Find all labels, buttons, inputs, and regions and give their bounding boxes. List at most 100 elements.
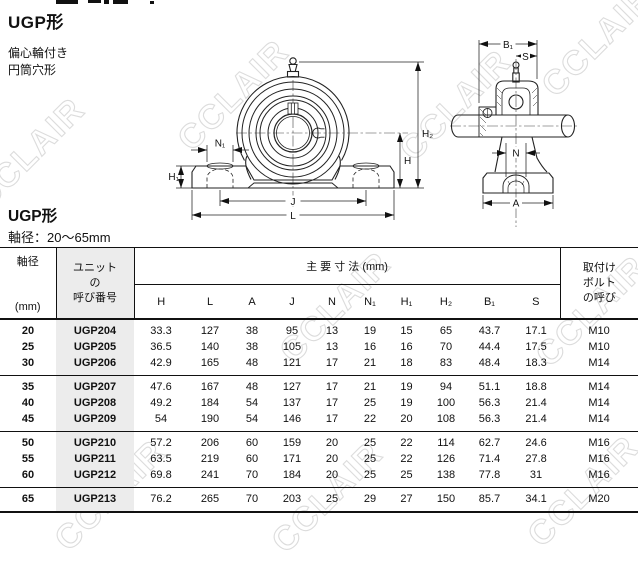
- dim-value-cell: 19: [363, 325, 377, 337]
- shaft-diameter-cell: 45: [21, 413, 35, 425]
- bolt-size-cell: M16: [560, 431, 638, 452]
- shaft-diameter-cell: 30: [21, 357, 35, 369]
- dim-value-cell: 17: [325, 397, 339, 409]
- table-row: 65 UGP213 76.2 265 70 203 25 29 27 150 85.7 34.1 M20: [0, 487, 638, 513]
- watermark-text: CCLAIR: [0, 90, 93, 217]
- dim-value-cell: 54: [245, 397, 259, 409]
- dim-label-a: A: [513, 199, 520, 210]
- dim-value-cell: 184: [282, 469, 302, 481]
- header-row-dim-letters: H L A J N N₁ H₁ H₂ B₁ S: [0, 284, 638, 321]
- header-label: 取付け: [582, 262, 616, 274]
- description-line-eccentric-collar: 偏心輪付き: [8, 46, 69, 60]
- dim-value-cell: 20: [325, 453, 339, 465]
- column-header-H2: H₂: [425, 284, 467, 321]
- dim-value-cell: 27.8: [525, 453, 547, 465]
- shaft-diameter-range: 軸径：20～65mm: [8, 230, 111, 245]
- column-header-H: H: [134, 284, 188, 321]
- front-dimension-lines: [176, 61, 424, 220]
- dimension-table: 軸径 (mm) ユニット の 呼び番号 主 要 寸 法 (mm) 取付け ボルト: [0, 246, 638, 513]
- column-header-A: A: [232, 284, 272, 321]
- dim-value-cell: 70: [232, 487, 272, 513]
- dim-value-cell: 126: [436, 453, 456, 465]
- shaft-diameter-cell: 50: [0, 431, 56, 452]
- shaft-diameter-cell: 65: [0, 487, 56, 513]
- table-row: 25 UGP205 36.5 140 38 105 13 16 16 70 44.4 17.5 M10: [0, 339, 638, 356]
- dim-value-cell: 17: [325, 413, 339, 425]
- dim-value-cell: 15: [400, 325, 413, 337]
- shaft-diameter-cell: 55: [21, 453, 35, 465]
- dim-value-cell: 16: [400, 341, 413, 353]
- bolt-size-cell: M14: [588, 397, 610, 409]
- dim-value-cell: 51.1: [467, 375, 512, 396]
- dim-value-cell: 127: [272, 375, 312, 396]
- dim-value-cell: 20: [325, 469, 339, 481]
- header-label: の: [89, 277, 101, 289]
- dim-value-cell: 25: [363, 469, 377, 481]
- dim-value-cell: 171: [282, 453, 302, 465]
- dim-value-cell: 13: [325, 341, 339, 353]
- shaft-diameter-cell: 25: [21, 341, 35, 353]
- bolt-size-cell: M14: [560, 375, 638, 396]
- dim-value-cell: 65: [439, 325, 453, 337]
- label-mask: [286, 209, 300, 221]
- dim-value-cell: 36.5: [150, 341, 172, 353]
- dim-value-cell: 38: [245, 325, 259, 337]
- table-row: 30 UGP206 42.9 165 48 121 17 21 18 83 48.4 18.3 M14: [0, 355, 638, 376]
- label-mask: [521, 50, 530, 62]
- dim-value-cell: 150: [425, 487, 467, 513]
- dim-label-b1: B₁: [503, 40, 514, 51]
- column-header-N1: N₁: [352, 284, 388, 321]
- dim-value-cell: 190: [200, 413, 220, 425]
- dim-value-cell: 24.6: [512, 431, 561, 452]
- dim-value-cell: 48: [232, 375, 272, 396]
- bolt-size-cell: M14: [588, 413, 610, 425]
- dim-value-cell: 25: [363, 397, 377, 409]
- dim-value-cell: 13: [325, 325, 339, 337]
- dim-value-cell: 16: [363, 341, 377, 353]
- column-header-main-dimensions: 主 要 寸 法 (mm): [134, 246, 561, 286]
- column-header-unit-number: ユニット の 呼び番号: [56, 247, 135, 320]
- dim-value-cell: 19: [400, 397, 413, 409]
- table-row: 45 UGP209 54 190 54 146 17 22 20 108 56.3 21.4 M14: [0, 411, 638, 432]
- dim-value-cell: 49.2: [150, 397, 172, 409]
- dim-value-cell: 17.5: [525, 341, 547, 353]
- dim-value-cell: 114: [425, 431, 467, 452]
- shaft-diameter-cell: 40: [21, 397, 35, 409]
- dim-value-cell: 94: [425, 375, 467, 396]
- header-label: の呼び: [582, 292, 616, 304]
- dim-value-cell: 137: [282, 397, 302, 409]
- dim-value-cell: 18.3: [525, 357, 547, 369]
- dim-value-cell: 44.4: [478, 341, 501, 353]
- dim-value-cell: 70: [439, 341, 453, 353]
- dim-value-cell: 60: [245, 453, 259, 465]
- dim-label-n: N: [512, 149, 519, 160]
- dim-value-cell: 48: [245, 357, 259, 369]
- description-line-cylindrical-bore: 円筒穴形: [8, 63, 57, 77]
- table-row: 50 UGP210 57.2 206 60 159 20 25 22 114 62.7 24.6 M16: [0, 431, 638, 452]
- section-hatching: [479, 87, 538, 186]
- dim-value-cell: 21.4: [525, 397, 547, 409]
- unit-number-cell: UGP205: [56, 339, 134, 356]
- bolt-size-cell: M14: [588, 357, 610, 369]
- pillow-block-side-outline: [450, 61, 576, 194]
- unit-number-cell: UGP210: [56, 431, 134, 452]
- dim-label-n1: N₁: [215, 139, 226, 150]
- dim-value-cell: 184: [200, 397, 220, 409]
- dim-value-cell: 95: [285, 325, 299, 337]
- header-label: ユニット: [73, 262, 117, 274]
- bolt-size-cell: M10: [588, 341, 610, 353]
- dim-value-cell: 265: [188, 487, 232, 513]
- dim-value-cell: 167: [188, 375, 232, 396]
- dim-value-cell: 34.1: [512, 487, 561, 513]
- page-title: UGP形: [8, 13, 64, 32]
- table-header: 軸径 (mm) ユニット の 呼び番号 主 要 寸 法 (mm) 取付け ボルト: [0, 246, 638, 321]
- dim-value-cell: 25: [312, 487, 352, 513]
- header-row-main: 軸径 (mm) ユニット の 呼び番号 主 要 寸 法 (mm) 取付け ボルト: [0, 246, 638, 320]
- unit-number-cell: UGP206: [56, 355, 134, 376]
- dim-value-cell: 70: [245, 469, 259, 481]
- dim-label-h2: H₂: [422, 129, 433, 140]
- dim-value-cell: 25: [363, 453, 377, 465]
- dim-value-cell: 241: [200, 469, 220, 481]
- front-view-diagram: N₁ H₁ H H₂ J L: [168, 57, 433, 222]
- eccentric-collar: [478, 106, 496, 137]
